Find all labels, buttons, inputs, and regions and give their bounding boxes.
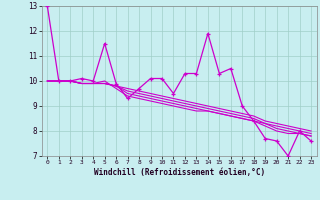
- X-axis label: Windchill (Refroidissement éolien,°C): Windchill (Refroidissement éolien,°C): [94, 168, 265, 177]
